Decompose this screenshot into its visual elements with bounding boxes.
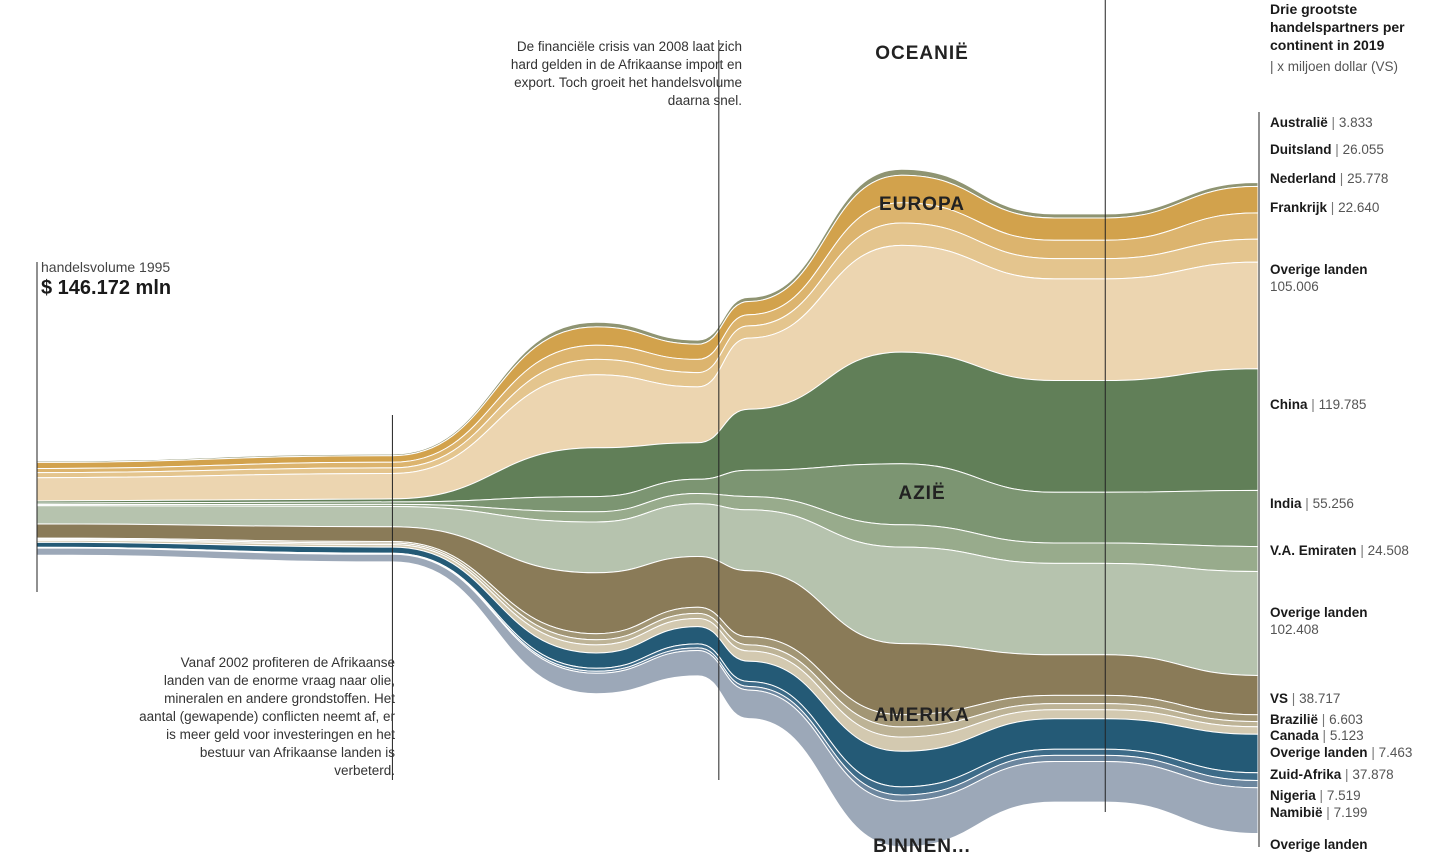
continent-label-europe: EUROPA: [879, 194, 965, 215]
continent-label-america: AMERIKA: [874, 705, 970, 726]
series-label: Zuid-Afrika | 37.878: [1270, 767, 1394, 782]
continent-label-oceania: OCEANIË: [875, 43, 969, 64]
series-label: V.A. Emiraten | 24.508: [1270, 543, 1409, 558]
continent-label-asia: AZIË: [898, 483, 946, 504]
series-label: China | 119.785: [1270, 397, 1367, 412]
boom-note: Vanaf 2002 profiteren de Afrikaanse land…: [139, 655, 395, 778]
series-label: Overige landen | 7.463: [1270, 745, 1413, 760]
continent-label-africa: BINNEN...: [873, 836, 971, 857]
series-label: Nederland | 25.778: [1270, 171, 1389, 186]
series-label: Nigeria | 7.519: [1270, 788, 1361, 803]
annotation-lines: [36, 0, 1260, 847]
series-label: India | 55.256: [1270, 496, 1354, 511]
stream-layers: [36, 168, 1259, 847]
legend-title: Drie grootste handelspartners per contin…: [1270, 1, 1405, 53]
series-label: Overige landen: [1270, 837, 1368, 852]
series-label: Frankrijk | 22.640: [1270, 200, 1380, 215]
stream-layer-binnen-afrika-16: [36, 547, 1259, 847]
series-label: Overige landen 102.408: [1270, 605, 1368, 637]
start-value: $ 146.172 mln: [41, 277, 172, 299]
series-label: Canada | 5.123: [1270, 728, 1364, 743]
series-label: Namibië | 7.199: [1270, 805, 1368, 820]
legend-unit: | x miljoen dollar (VS): [1270, 59, 1399, 74]
series-label: Overige landen 105.006: [1270, 262, 1368, 294]
crisis-note: De financiële crisis van 2008 laat zich …: [510, 39, 742, 108]
series-label: Australië | 3.833: [1270, 115, 1373, 130]
series-label: Duitsland | 26.055: [1270, 142, 1384, 157]
series-label: VS | 38.717: [1270, 691, 1341, 706]
series-label: Brazilië | 6.603: [1270, 712, 1363, 727]
start-label: handelsvolume 1995: [41, 259, 171, 275]
